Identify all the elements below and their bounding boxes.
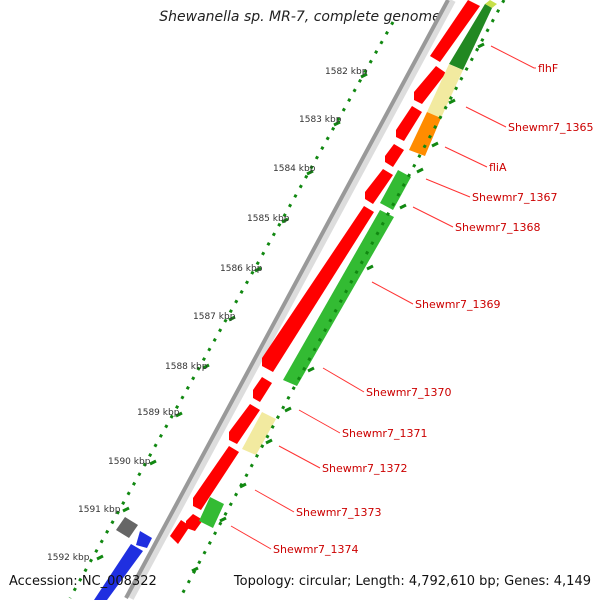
callout-line [322,367,365,393]
grey-gene[interactable] [116,517,138,538]
tick-mark [431,141,439,148]
gene-label-flhf[interactable]: flhF [538,62,558,75]
tick-label: 1592 kbp [47,553,90,563]
tick-mark [399,203,407,210]
blue-gene[interactable] [94,544,143,600]
tick-mark [284,406,292,413]
tick-mark [366,264,374,271]
tick-mark [307,366,315,373]
red-gene[interactable] [414,66,446,104]
red-gene[interactable] [193,446,239,510]
callout-line [371,281,414,305]
gene-label-shewmr7-1373[interactable]: Shewmr7_1373 [296,506,381,519]
callout-line [298,409,341,434]
outer-dotted-ring [68,21,395,599]
tick-mark [149,459,157,466]
gene-label-shewmr7-1371[interactable]: Shewmr7_1371 [342,427,427,440]
tick-label: 1586 kbp [220,264,263,274]
callout-line [490,45,536,69]
tick-mark [333,120,341,127]
green-gene[interactable] [283,210,394,386]
callout-line [465,106,507,128]
tick-label: 1584 kbp [273,164,316,174]
tick-mark [416,167,424,174]
tick-mark [175,411,183,418]
tick-label: 1591 kbp [78,505,121,515]
blue-gene[interactable] [136,531,152,548]
callout-line [254,489,295,513]
gene-label-shewmr7-1369[interactable]: Shewmr7_1369 [415,298,500,311]
gene-label-flia[interactable]: fliA [489,161,507,174]
pale-yellow-gene[interactable] [427,64,463,118]
accession-label: Accession: NC_008322 [9,574,157,589]
red-gene[interactable] [430,0,480,62]
tick-mark [477,42,485,49]
red-gene[interactable] [365,169,393,204]
red-gene[interactable] [262,206,374,372]
tick-mark [122,506,130,513]
tick-label: 1582 kbp [325,67,368,77]
tick-mark [202,363,210,370]
tick-label: 1590 kbp [108,457,151,467]
gene-label-shewmr7-1374[interactable]: Shewmr7_1374 [273,543,358,556]
callout-line [444,146,488,168]
topology-label: Topology: circular; Length: 4,792,610 bp… [233,574,591,589]
backbone [124,0,450,599]
second-gene-track [94,0,497,600]
tick-group: 1582 kbp 1583 kbp 1584 kbp 1585 kbp 1586… [47,67,368,563]
green-gene[interactable] [380,170,411,210]
dark-green-gene[interactable] [449,4,492,70]
tick-label: 1589 kbp [137,408,180,418]
gene-label-shewmr7-1368[interactable]: Shewmr7_1368 [455,221,540,234]
tick-mark [265,438,273,445]
tick-label: 1583 kbp [299,115,342,125]
tick-mark [96,554,104,561]
map-title: Shewanella sp. MR-7, complete genome [159,9,441,25]
gene-label-shewmr7-1370[interactable]: Shewmr7_1370 [366,386,451,399]
pale-yellow-gene[interactable] [242,412,276,455]
red-gene[interactable] [396,106,422,141]
backbone-shadow [126,0,456,600]
tick-mark [254,266,262,273]
red-cds-track [170,0,480,544]
tick-mark [306,169,314,176]
yellow-green-gene[interactable] [485,0,497,8]
callout-line [412,206,454,228]
tick-mark [448,98,456,105]
tick-mark [281,217,289,224]
tick-label: 1588 kbp [165,362,208,372]
tick-mark [239,482,247,489]
tick-mark [228,315,236,322]
orange-gene[interactable] [409,112,441,156]
callout-line [425,178,471,198]
gene-label-shewmr7-1367[interactable]: Shewmr7_1367 [472,191,557,204]
gene-label-shewmr7-1372[interactable]: Shewmr7_1372 [322,462,407,475]
tick-label: 1585 kbp [247,214,290,224]
red-gene[interactable] [229,404,260,444]
red-gene[interactable] [186,514,203,531]
gene-label-shewmr7-1365[interactable]: Shewmr7_1365 [508,121,593,134]
tick-mark [219,516,227,523]
inner-tick-group [191,42,485,573]
tick-mark [360,72,368,79]
callout-line [230,525,272,550]
tick-mark [191,566,199,573]
red-gene[interactable] [170,520,190,544]
gene-callouts: flhF Shewmr7_1365 fliA Shewmr7_1367 Shew… [230,45,593,556]
red-gene[interactable] [385,144,404,167]
red-gene[interactable] [253,377,272,402]
green-gene[interactable] [199,497,224,528]
callout-line [278,445,321,469]
tick-label: 1587 kbp [193,312,236,322]
